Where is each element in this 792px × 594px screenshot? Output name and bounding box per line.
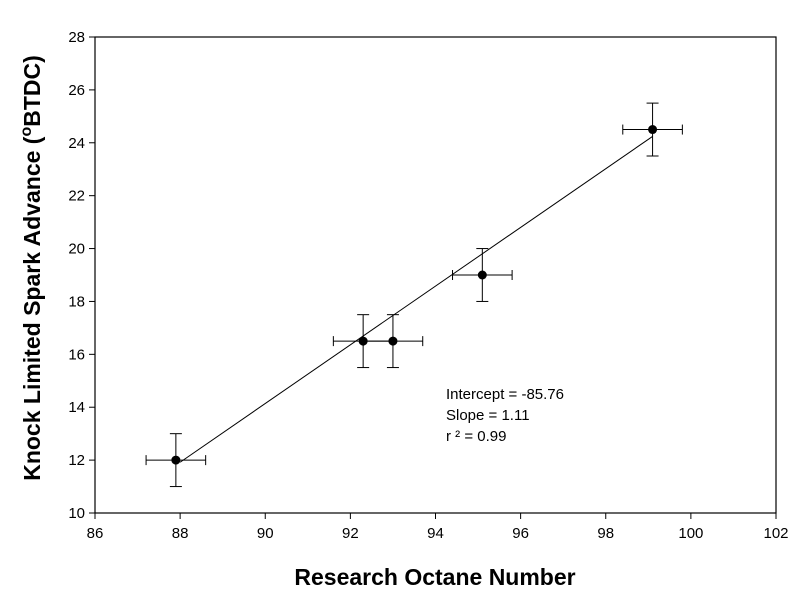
- data-point: [171, 455, 181, 465]
- x-tick-label: 94: [427, 525, 444, 542]
- y-tick-label: 16: [68, 346, 85, 363]
- x-tick-label: 98: [597, 525, 614, 542]
- data-points: [145, 102, 683, 488]
- annotation-r2: r ² = 0.99: [446, 428, 506, 445]
- y-tick-label: 12: [68, 452, 85, 469]
- y-axis-title-sup: o: [18, 127, 35, 137]
- data-point-group: [362, 314, 424, 369]
- x-tick-label: 96: [512, 525, 529, 542]
- x-tick-label: 88: [172, 525, 189, 542]
- annotation-intercept: Intercept = -85.76: [446, 386, 564, 403]
- data-point-group: [452, 248, 513, 302]
- data-point: [648, 125, 658, 135]
- data-point-group: [622, 102, 683, 157]
- y-tick-label: 22: [68, 188, 85, 205]
- x-tick-label: 102: [763, 525, 788, 542]
- fit-line: [179, 135, 653, 463]
- plot-frame: [94, 36, 777, 514]
- y-tick-label: 24: [68, 135, 85, 152]
- fit-line-group: [179, 135, 653, 463]
- annotation-slope: Slope = 1.11: [446, 407, 530, 424]
- x-axis-title: Research Octane Number: [294, 564, 575, 590]
- data-point-group: [145, 433, 207, 488]
- plot-frame-group: [94, 36, 777, 514]
- data-point: [477, 270, 487, 280]
- y-tick-label: 10: [68, 505, 85, 522]
- y-tick-label: 28: [68, 29, 85, 46]
- y-axis-title-main: Knock Limited Spark Advance (: [19, 136, 45, 481]
- y-tick-label: 26: [68, 82, 85, 99]
- x-tick-label: 90: [257, 525, 274, 542]
- x-tick-label: 86: [87, 525, 104, 542]
- y-tick-label: 18: [68, 293, 85, 310]
- data-point: [388, 336, 398, 346]
- y-axis-title: Knock Limited Spark Advance (oBTDC): [18, 55, 45, 481]
- y-tick-label: 20: [68, 241, 85, 258]
- x-axis-ticks: 86 88 90 92 94 96 98 100 102: [87, 513, 789, 542]
- x-tick-label: 92: [342, 525, 359, 542]
- y-tick-label: 14: [68, 399, 85, 416]
- y-axis-ticks: 10 12 14 16 18 20 22 24 26 28: [68, 29, 95, 522]
- x-tick-label: 100: [678, 525, 703, 542]
- y-axis-title-end: BTDC): [19, 55, 45, 127]
